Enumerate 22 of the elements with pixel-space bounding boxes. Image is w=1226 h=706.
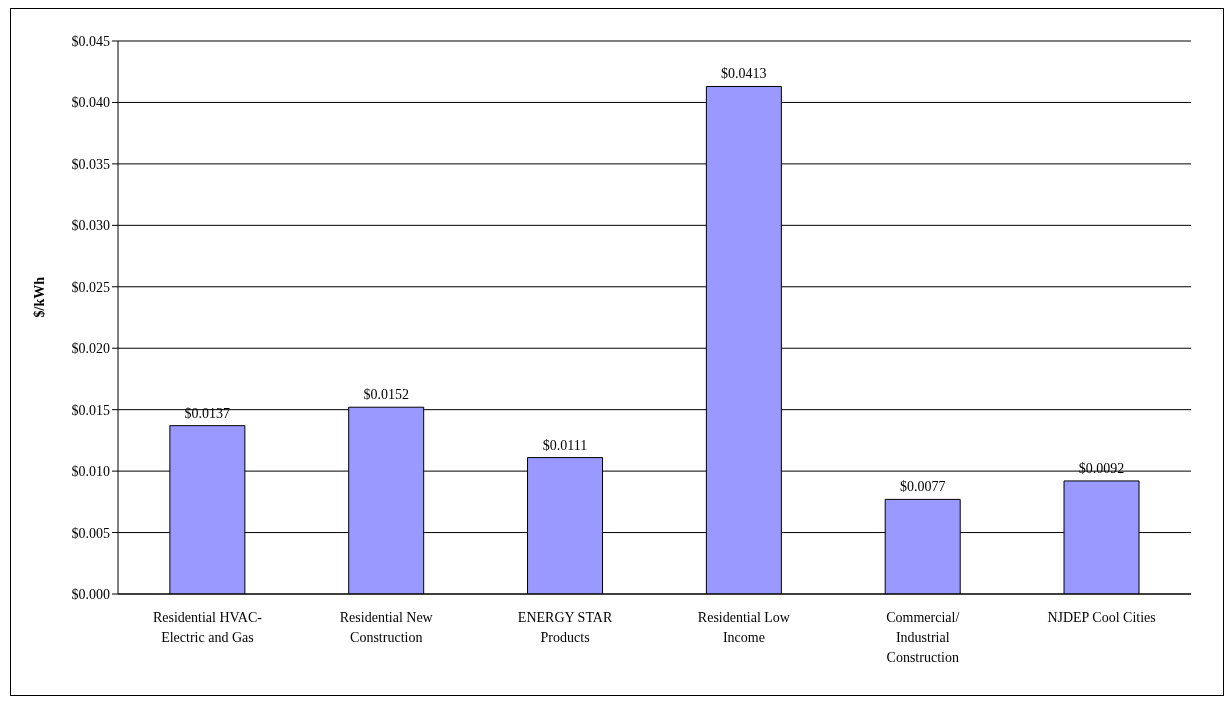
y-tick-label: $0.015 (71, 402, 110, 418)
y-tick-label: $0.030 (71, 218, 110, 234)
x-tick-label: NJDEP Cool Cities (1047, 609, 1156, 625)
y-tick-label: $0.040 (71, 95, 110, 111)
x-tick-label: Residential Low Income (697, 609, 791, 645)
data-label: $0.0111 (542, 437, 588, 453)
x-tick-label: ENERGY STAR Products (517, 609, 613, 645)
y-tick-label: $0.045 (71, 33, 110, 49)
data-label: $0.0137 (184, 405, 231, 421)
y-tick-label: $0.020 (71, 341, 110, 357)
y-axis-title: $/kWh (31, 276, 47, 318)
data-label: $0.0077 (899, 479, 946, 495)
y-tick-label: $0.010 (71, 464, 110, 480)
y-tick-label: $0.035 (71, 156, 110, 172)
data-label: $0.0152 (363, 387, 409, 403)
y-tick-label: $0.000 (71, 586, 110, 602)
data-label: $0.0413 (721, 66, 767, 82)
x-tick-label: Residential New Construction (339, 609, 434, 645)
x-tick-label: Residential HVAC-Electric and Gas (152, 609, 263, 645)
y-tick-label: $0.005 (71, 525, 110, 541)
y-tick-label: $0.025 (71, 279, 110, 295)
x-tick-label: Commercial/Industrial Construction (886, 609, 960, 665)
